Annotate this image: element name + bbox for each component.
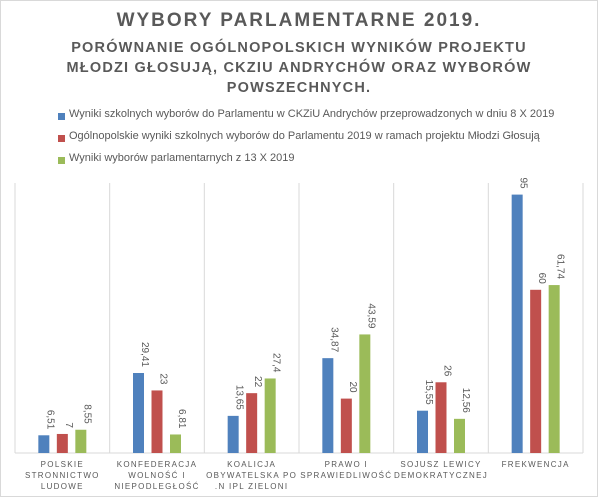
data-label: 60 — [536, 273, 547, 285]
bar-3-2 — [170, 434, 181, 453]
data-label: 12,56 — [460, 388, 471, 413]
category-label: NIEPODLEGŁOŚĆ — [114, 482, 199, 491]
legend-swatch-series-1 — [58, 113, 65, 120]
category-label: KOALICJA — [227, 460, 276, 469]
category-label: FREKWENCJA — [502, 460, 570, 469]
category-label: WOLNOŚĆ I — [128, 471, 185, 480]
data-label: 34,87 — [328, 327, 339, 352]
legend-label-series-1: Wyniki szkolnych wyborów do Parlamentu w… — [69, 108, 555, 120]
category-label: KONFEDERACJA — [117, 460, 198, 469]
legend-label-series-2: Ogólnopolskie wyniki szkolnych wyborów d… — [69, 130, 540, 142]
chart-title: WYBORY PARLAMENTARNE 2019. — [116, 10, 482, 31]
legend-swatch-series-2 — [58, 135, 65, 142]
data-label: 20 — [347, 381, 358, 393]
data-label: 8,55 — [81, 404, 92, 424]
bar-3-4 — [359, 334, 371, 453]
category-label: SOJUSZ LEWICY — [400, 460, 481, 469]
category-label: DEMOKRATYCZNEJ — [394, 471, 488, 480]
data-label: 7 — [63, 422, 74, 428]
data-label: 13,65 — [234, 385, 245, 410]
bar-1-5 — [417, 410, 428, 453]
category-label: POLSKIE — [41, 460, 84, 469]
data-label: 6,51 — [44, 410, 55, 430]
bar-3-6 — [548, 285, 560, 453]
data-label: 23 — [158, 373, 169, 385]
bar-2-4 — [340, 398, 352, 453]
bar-1-2 — [133, 373, 144, 453]
bar-3-5 — [454, 418, 465, 453]
data-label: 27,4 — [271, 353, 282, 373]
data-label: 29,41 — [139, 342, 150, 367]
category-label: LUDOWE — [41, 482, 84, 491]
bar-2-5 — [435, 382, 447, 453]
data-label: 6,81 — [176, 409, 187, 429]
bar-1-3 — [227, 415, 239, 453]
category-label: PRAWO I — [325, 460, 368, 469]
bar-1-6 — [511, 194, 523, 453]
bar-2-1 — [56, 433, 68, 453]
bar-1-4 — [322, 358, 334, 453]
legend-label-series-3: Wyniki wyborów parlamentarnych z 13 X 20… — [69, 152, 295, 164]
bar-3-1 — [75, 429, 87, 453]
category-label: OBYWATELSKA PO — [206, 471, 297, 480]
subtitle-line-1: PORÓWNANIE OGÓLNOPOLSKICH WYNIKÓW PROJEK… — [71, 40, 527, 56]
category-label: SPRAWIEDLIWOŚĆ — [300, 471, 392, 480]
bar-2-6 — [530, 289, 542, 453]
bar-2-2 — [151, 390, 163, 453]
subtitle-line-3: POWSZECHNYCH. — [226, 80, 372, 96]
data-label: 15,55 — [423, 380, 434, 405]
category-label: STRONNICTWO — [25, 471, 100, 480]
bar-1-1 — [38, 435, 50, 453]
legend-swatch-series-3 — [58, 157, 65, 164]
data-label: 43,59 — [365, 303, 376, 328]
bar-2-3 — [246, 393, 258, 453]
data-label: 95 — [518, 177, 529, 189]
category-label: .N IPL ZIELONI — [215, 482, 288, 491]
bar-3-3 — [264, 378, 276, 453]
chart-subtitle: PORÓWNANIE OGÓLNOPOLSKICH WYNIKÓW PROJEK… — [0, 38, 598, 98]
subtitle-line-2: MŁODZI GŁOSUJĄ, CKZIU ANDRYCHÓW ORAZ WYB… — [66, 60, 532, 76]
data-label: 22 — [252, 376, 263, 388]
data-label: 61,74 — [555, 254, 566, 279]
data-label: 26 — [442, 365, 453, 377]
